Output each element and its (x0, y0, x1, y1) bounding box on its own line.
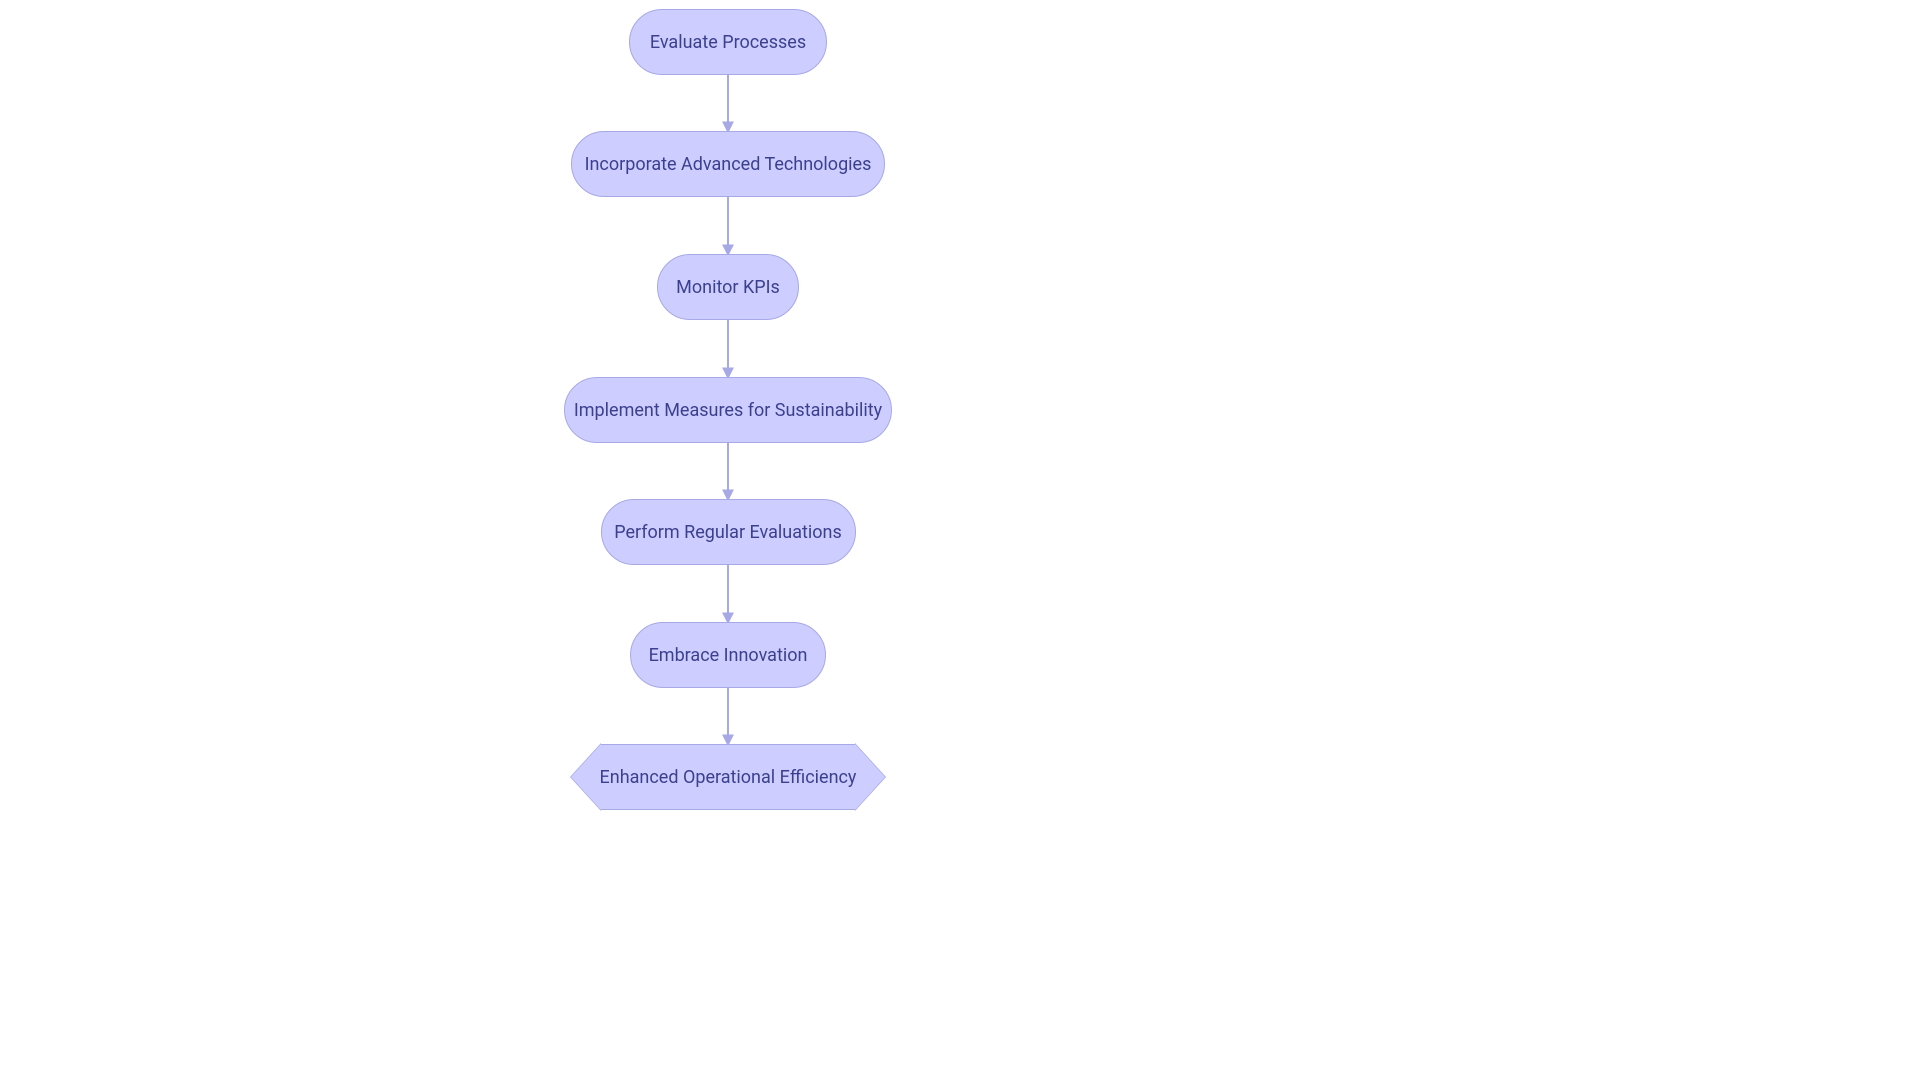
flowchart-canvas: Evaluate Processes Incorporate Advanced … (0, 0, 1920, 1080)
flowchart-node-3: Monitor KPIs (657, 254, 799, 320)
flowchart-node-5-label: Perform Regular Evaluations (614, 522, 842, 543)
flowchart-node-2: Incorporate Advanced Technologies (571, 131, 885, 197)
flowchart-node-5: Perform Regular Evaluations (601, 499, 856, 565)
flowchart-node-7-label: Enhanced Operational Efficiency (600, 767, 857, 788)
flowchart-node-6-label: Embrace Innovation (649, 645, 808, 666)
flowchart-node-7: Enhanced Operational Efficiency (571, 744, 885, 810)
flowchart-node-3-label: Monitor KPIs (676, 277, 780, 298)
edges-layer (0, 0, 1920, 1080)
flowchart-node-1-label: Evaluate Processes (650, 32, 806, 53)
flowchart-node-2-label: Incorporate Advanced Technologies (585, 154, 872, 175)
flowchart-node-4-label: Implement Measures for Sustainability (574, 400, 882, 421)
flowchart-node-1: Evaluate Processes (629, 9, 827, 75)
flowchart-node-4: Implement Measures for Sustainability (564, 377, 892, 443)
flowchart-node-6: Embrace Innovation (630, 622, 826, 688)
